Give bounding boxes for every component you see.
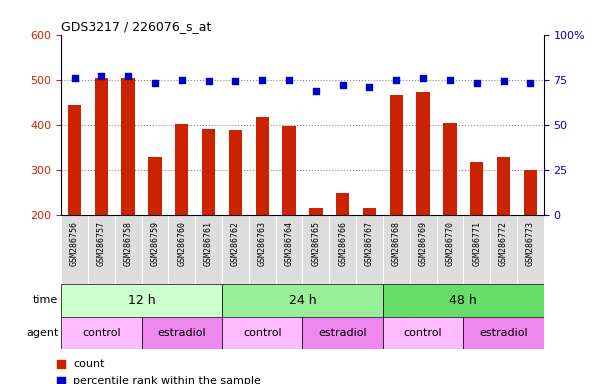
- Bar: [390, 95, 403, 215]
- Point: [445, 77, 455, 83]
- Bar: [175, 124, 188, 215]
- Bar: [249, 215, 276, 284]
- Text: GSM286772: GSM286772: [499, 220, 508, 266]
- Bar: [383, 215, 410, 284]
- Bar: [490, 215, 517, 284]
- Text: GSM286770: GSM286770: [445, 220, 455, 266]
- Point: [97, 73, 106, 79]
- Text: agent: agent: [26, 328, 59, 338]
- Text: estradiol: estradiol: [158, 328, 206, 338]
- Bar: [255, 117, 269, 215]
- Text: GSM286757: GSM286757: [97, 220, 106, 266]
- Point: [203, 78, 213, 84]
- Bar: [276, 215, 302, 284]
- Text: control: control: [82, 328, 120, 338]
- Text: GSM286766: GSM286766: [338, 220, 347, 266]
- Text: GSM286773: GSM286773: [526, 220, 535, 266]
- Bar: [309, 208, 323, 215]
- Bar: [463, 215, 490, 284]
- Bar: [410, 215, 436, 284]
- Text: GSM286767: GSM286767: [365, 220, 374, 266]
- Bar: [142, 215, 169, 284]
- Bar: [222, 215, 249, 284]
- Text: GSM286761: GSM286761: [204, 220, 213, 266]
- Bar: [229, 130, 242, 215]
- Point: [365, 84, 375, 90]
- Bar: [148, 157, 162, 215]
- Bar: [222, 317, 302, 349]
- Bar: [329, 215, 356, 284]
- Bar: [122, 78, 135, 215]
- Bar: [497, 157, 510, 215]
- Text: GSM286758: GSM286758: [123, 220, 133, 266]
- Bar: [68, 105, 81, 215]
- Bar: [282, 126, 296, 215]
- Text: GSM286763: GSM286763: [258, 220, 267, 266]
- Bar: [417, 92, 430, 215]
- Text: time: time: [33, 295, 59, 306]
- Text: GSM286771: GSM286771: [472, 220, 481, 266]
- Bar: [88, 215, 115, 284]
- Text: GSM286760: GSM286760: [177, 220, 186, 266]
- Bar: [222, 284, 383, 317]
- Bar: [61, 317, 142, 349]
- Text: GSM286768: GSM286768: [392, 220, 401, 266]
- Point: [418, 75, 428, 81]
- Bar: [383, 317, 463, 349]
- Text: 24 h: 24 h: [288, 294, 316, 307]
- Bar: [436, 215, 463, 284]
- Text: GDS3217 / 226076_s_at: GDS3217 / 226076_s_at: [61, 20, 211, 33]
- Bar: [443, 123, 456, 215]
- Point: [392, 77, 401, 83]
- Text: 48 h: 48 h: [450, 294, 477, 307]
- Text: GSM286756: GSM286756: [70, 220, 79, 266]
- Text: GSM286762: GSM286762: [231, 220, 240, 266]
- Text: count: count: [73, 359, 105, 369]
- Bar: [517, 215, 544, 284]
- Bar: [356, 215, 383, 284]
- Bar: [470, 162, 483, 215]
- Point: [123, 73, 133, 79]
- Point: [284, 77, 294, 83]
- Point: [209, 305, 219, 311]
- Bar: [363, 208, 376, 215]
- Text: GSM286769: GSM286769: [419, 220, 428, 266]
- Point: [472, 80, 481, 86]
- Point: [230, 78, 240, 84]
- Point: [311, 88, 321, 94]
- Point: [499, 78, 508, 84]
- Bar: [61, 284, 222, 317]
- Text: control: control: [243, 328, 282, 338]
- Text: percentile rank within the sample: percentile rank within the sample: [73, 376, 261, 384]
- Bar: [115, 215, 142, 284]
- Bar: [61, 215, 88, 284]
- Text: control: control: [404, 328, 442, 338]
- Text: 12 h: 12 h: [128, 294, 155, 307]
- Point: [150, 80, 160, 86]
- Bar: [169, 215, 195, 284]
- Text: GSM286759: GSM286759: [150, 220, 159, 266]
- Point: [525, 80, 535, 86]
- Text: GSM286764: GSM286764: [285, 220, 293, 266]
- Bar: [95, 78, 108, 215]
- Point: [70, 75, 79, 81]
- Bar: [202, 129, 215, 215]
- Bar: [195, 215, 222, 284]
- Bar: [302, 317, 383, 349]
- Point: [209, 147, 219, 154]
- Point: [177, 77, 187, 83]
- Bar: [463, 317, 544, 349]
- Bar: [524, 170, 537, 215]
- Bar: [336, 194, 349, 215]
- Text: GSM286765: GSM286765: [312, 220, 320, 266]
- Point: [257, 77, 267, 83]
- Text: estradiol: estradiol: [318, 328, 367, 338]
- Bar: [383, 284, 544, 317]
- Point: [338, 82, 348, 88]
- Text: estradiol: estradiol: [479, 328, 528, 338]
- Bar: [302, 215, 329, 284]
- Bar: [142, 317, 222, 349]
